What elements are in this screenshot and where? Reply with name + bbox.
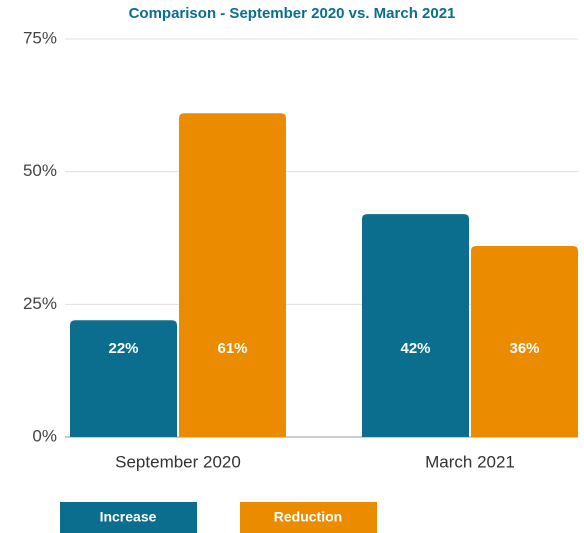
value-label: 61% — [217, 340, 247, 357]
legend-label: Increase — [100, 509, 157, 525]
value-label: 42% — [400, 340, 430, 357]
bar — [362, 214, 469, 437]
value-label: 22% — [108, 340, 138, 357]
legend-swatch — [60, 502, 197, 533]
bar — [471, 245, 578, 437]
x-tick-label: September 2020 — [115, 452, 241, 471]
y-tick-label: 50% — [23, 161, 57, 180]
y-tick-label: 25% — [23, 294, 57, 313]
chart-title: Comparison - September 2020 vs. March 20… — [129, 5, 456, 22]
legend-swatch — [240, 502, 377, 533]
value-label: 36% — [509, 340, 539, 357]
y-tick-label: 75% — [23, 28, 57, 47]
y-tick-label: 0% — [32, 426, 57, 445]
bar — [179, 113, 286, 437]
x-tick-label: March 2021 — [425, 452, 515, 471]
bar — [70, 320, 177, 437]
legend-label: Reduction — [274, 509, 342, 525]
